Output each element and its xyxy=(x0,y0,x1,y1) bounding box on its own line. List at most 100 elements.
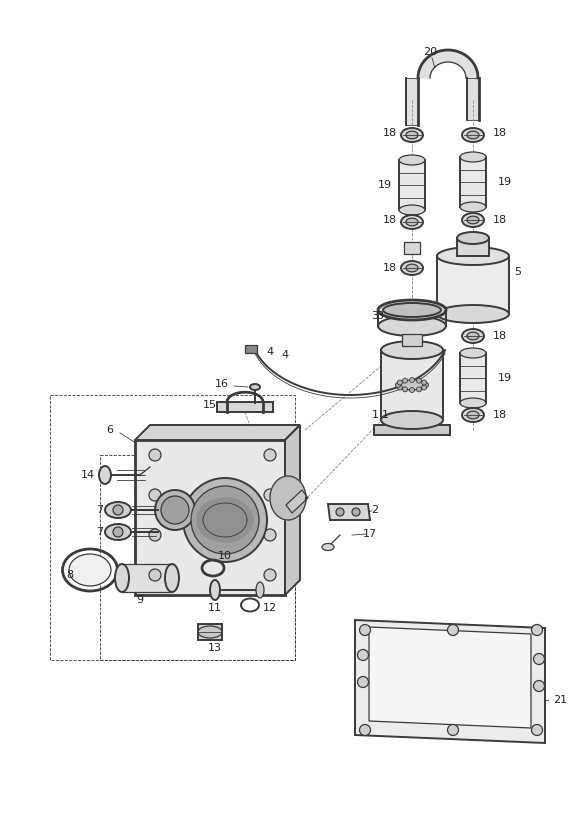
Circle shape xyxy=(149,449,161,461)
Text: 15: 15 xyxy=(203,400,217,410)
Polygon shape xyxy=(461,58,470,67)
Ellipse shape xyxy=(198,626,222,638)
Polygon shape xyxy=(458,55,466,65)
Circle shape xyxy=(149,569,161,581)
Polygon shape xyxy=(455,52,461,63)
Polygon shape xyxy=(467,78,479,120)
Circle shape xyxy=(532,625,543,635)
Polygon shape xyxy=(459,56,468,66)
Circle shape xyxy=(423,382,429,387)
Text: 4: 4 xyxy=(266,347,273,357)
Polygon shape xyxy=(369,627,531,728)
Bar xyxy=(381,350,443,420)
Polygon shape xyxy=(418,77,430,78)
Polygon shape xyxy=(444,50,447,62)
Circle shape xyxy=(360,625,371,635)
Ellipse shape xyxy=(401,261,423,275)
Ellipse shape xyxy=(437,305,509,323)
Text: 6: 6 xyxy=(107,425,114,435)
Circle shape xyxy=(422,385,427,390)
Circle shape xyxy=(398,385,402,390)
Text: 7: 7 xyxy=(96,527,104,537)
Polygon shape xyxy=(451,50,455,63)
Polygon shape xyxy=(441,50,445,63)
Ellipse shape xyxy=(105,502,131,518)
Polygon shape xyxy=(434,53,440,64)
Polygon shape xyxy=(466,73,478,77)
Bar xyxy=(399,160,425,210)
Ellipse shape xyxy=(381,411,443,429)
Text: 18: 18 xyxy=(493,410,507,420)
Ellipse shape xyxy=(467,332,479,339)
Polygon shape xyxy=(420,68,431,73)
Ellipse shape xyxy=(462,408,484,422)
Polygon shape xyxy=(285,425,300,595)
Polygon shape xyxy=(425,59,435,68)
Polygon shape xyxy=(451,50,454,63)
Circle shape xyxy=(398,380,402,385)
Ellipse shape xyxy=(396,380,428,390)
Circle shape xyxy=(395,382,401,387)
Polygon shape xyxy=(440,51,444,63)
Ellipse shape xyxy=(462,213,484,227)
Ellipse shape xyxy=(460,152,486,162)
Circle shape xyxy=(402,378,408,383)
Circle shape xyxy=(149,529,161,541)
Polygon shape xyxy=(418,73,430,77)
Bar xyxy=(245,345,257,353)
Text: 17: 17 xyxy=(363,529,377,539)
Polygon shape xyxy=(431,54,438,65)
Ellipse shape xyxy=(165,564,179,592)
Bar xyxy=(217,402,273,412)
Polygon shape xyxy=(463,63,474,70)
Polygon shape xyxy=(328,504,370,520)
Polygon shape xyxy=(465,68,476,73)
Ellipse shape xyxy=(210,580,220,600)
Polygon shape xyxy=(430,55,438,65)
Ellipse shape xyxy=(378,316,446,336)
Polygon shape xyxy=(419,69,431,74)
Text: 2: 2 xyxy=(371,505,378,515)
Polygon shape xyxy=(466,75,478,77)
Text: 21: 21 xyxy=(553,695,567,705)
Bar xyxy=(460,353,486,403)
Text: 19: 19 xyxy=(498,373,512,383)
Polygon shape xyxy=(463,63,475,71)
Text: 20: 20 xyxy=(423,47,437,57)
Polygon shape xyxy=(460,57,469,67)
Ellipse shape xyxy=(378,300,446,320)
Polygon shape xyxy=(456,53,462,64)
Text: 3: 3 xyxy=(377,311,384,321)
Circle shape xyxy=(264,569,276,581)
Text: 13: 13 xyxy=(208,643,222,653)
Ellipse shape xyxy=(462,329,484,343)
Circle shape xyxy=(357,677,368,687)
Polygon shape xyxy=(466,77,478,78)
Circle shape xyxy=(264,449,276,461)
Polygon shape xyxy=(427,57,436,67)
Text: 9: 9 xyxy=(136,595,143,605)
Circle shape xyxy=(422,380,427,385)
Polygon shape xyxy=(432,54,439,64)
Ellipse shape xyxy=(401,128,423,142)
Ellipse shape xyxy=(401,215,423,229)
Polygon shape xyxy=(465,71,477,75)
Circle shape xyxy=(191,486,259,554)
Text: 18: 18 xyxy=(493,128,507,138)
Bar xyxy=(404,242,420,254)
Text: 4: 4 xyxy=(282,350,289,360)
Bar xyxy=(122,564,172,592)
Polygon shape xyxy=(466,72,477,76)
Polygon shape xyxy=(197,498,253,542)
Bar xyxy=(460,157,486,207)
Ellipse shape xyxy=(457,232,489,244)
Polygon shape xyxy=(462,61,473,69)
Ellipse shape xyxy=(256,582,264,598)
Ellipse shape xyxy=(322,544,334,550)
Text: 18: 18 xyxy=(383,215,397,225)
Polygon shape xyxy=(435,52,441,63)
Text: 19: 19 xyxy=(498,177,512,187)
Circle shape xyxy=(183,478,267,562)
Polygon shape xyxy=(448,50,451,62)
Polygon shape xyxy=(449,50,452,62)
